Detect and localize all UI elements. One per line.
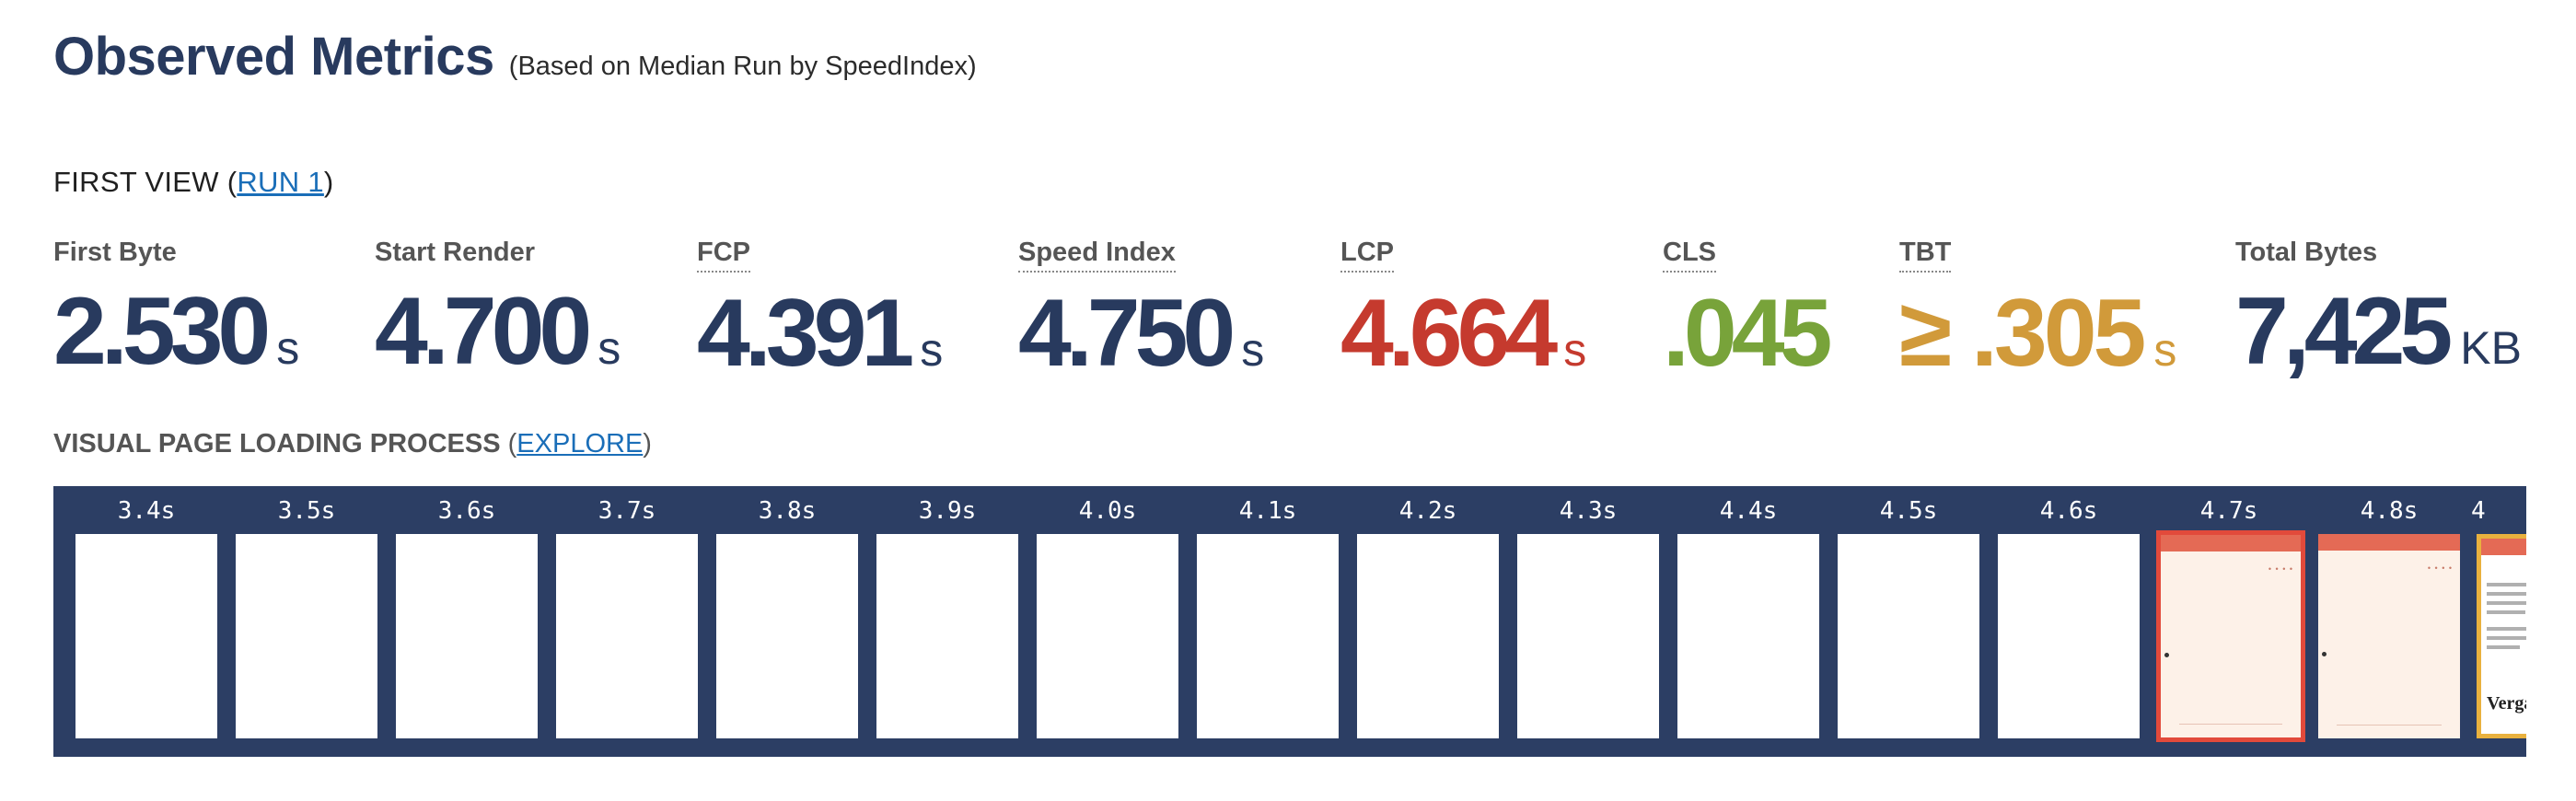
visual-progress-open: (	[507, 429, 517, 459]
filmstrip-frame[interactable]	[236, 534, 377, 738]
frame-time: 4.1s	[1238, 497, 1297, 525]
first-view-heading: FIRST VIEW (RUN 1)	[53, 166, 334, 199]
filmstrip-frame[interactable]	[1998, 534, 2140, 738]
visual-progress-close: )	[643, 429, 652, 459]
filmstrip-frame[interactable]	[876, 534, 1018, 738]
visual-progress-label: VISUAL PAGE LOADING PROCESS	[53, 429, 501, 459]
metric-tbt: TBT ≥ .305 s	[1899, 238, 2176, 381]
metric-unit: s	[2153, 324, 2177, 376]
filmstrip-frame[interactable]	[396, 534, 538, 738]
frame-time: 3.7s	[598, 497, 656, 525]
metric-total-bytes: Total Bytes 7,425 KB	[2235, 238, 2522, 379]
filmstrip-frame[interactable]	[1838, 534, 1979, 738]
metric-start-render: Start Render 4.700 s	[375, 238, 621, 379]
metric-fcp: FCP 4.391 s	[697, 238, 943, 381]
metric-label: First Byte	[53, 238, 177, 267]
metric-unit: s	[276, 322, 300, 374]
metric-value: 2.530	[53, 278, 271, 385]
page-subtitle: (Based on Median Run by SpeedIndex)	[508, 52, 977, 81]
metric-value: 4.664	[1340, 280, 1558, 387]
metric-unit: s	[1563, 324, 1587, 376]
frame-time: 4.0s	[1078, 497, 1137, 525]
metric-first-byte: First Byte 2.530 s	[53, 238, 299, 379]
explore-link[interactable]: EXPLORE	[516, 429, 644, 459]
metric-value: 4.391	[697, 280, 914, 387]
filmstrip[interactable]: 3.4s 3.5s 3.6s 3.7s 3.8s 3.9s 4.0s 4.1s …	[53, 486, 2526, 757]
filmstrip-frame[interactable]	[716, 534, 858, 738]
filmstrip-frame[interactable]	[556, 534, 698, 738]
frame-footer	[2337, 725, 2442, 733]
frame-nav-thumbnail: • • • •	[2427, 563, 2453, 573]
metric-label[interactable]: Speed Index	[1018, 238, 1176, 273]
run-1-link[interactable]: RUN 1	[237, 166, 324, 198]
filmstrip-frame[interactable]	[1037, 534, 1178, 738]
metric-value: .045	[1663, 280, 1832, 387]
frame-time: 3.6s	[437, 497, 496, 525]
frame-time: 4.6s	[2039, 497, 2098, 525]
filmstrip-frame[interactable]	[1357, 534, 1499, 738]
metric-value: 4.750	[1018, 280, 1236, 387]
filmstrip-frame-partial[interactable]: Verga	[2477, 534, 2526, 738]
frame-time: 3.4s	[117, 497, 176, 525]
frame-footer	[2179, 724, 2282, 732]
frame-heading-text: Verga	[2487, 693, 2526, 714]
filmstrip-frame-highlighted[interactable]: • • • •	[2156, 530, 2305, 742]
metric-value: ≥ .305	[1899, 280, 2146, 387]
filmstrip-frame[interactable]	[1677, 534, 1819, 738]
frame-header-bar	[2161, 535, 2301, 551]
metric-speed-index: Speed Index 4.750 s	[1018, 238, 1264, 381]
filmstrip-frame[interactable]	[1197, 534, 1339, 738]
filmstrip-frame[interactable]: • • • •	[2318, 534, 2460, 738]
frame-header-bar	[2481, 539, 2526, 555]
filmstrip-frame[interactable]	[75, 534, 217, 738]
first-view-close: )	[323, 166, 334, 198]
frame-time: 4.4s	[1719, 497, 1778, 525]
metric-label[interactable]: LCP	[1340, 238, 1394, 273]
metric-label[interactable]: CLS	[1663, 238, 1716, 273]
title-row: Observed Metrics (Based on Median Run by…	[53, 26, 977, 87]
metric-lcp: LCP 4.664 s	[1340, 238, 1586, 381]
metric-unit: KB	[2460, 322, 2522, 374]
frame-dot	[2164, 653, 2169, 657]
filmstrip-frame[interactable]	[1517, 534, 1659, 738]
metric-cls: CLS .045	[1663, 238, 1832, 387]
frame-nav-thumbnail: • • • •	[2268, 564, 2293, 574]
metric-label[interactable]: FCP	[697, 238, 750, 273]
frame-time: 4	[2471, 497, 2486, 525]
metric-label: Start Render	[375, 238, 536, 267]
frame-time: 4.3s	[1559, 497, 1618, 525]
frame-dot	[2322, 652, 2327, 656]
frame-time: 4.8s	[2360, 497, 2419, 525]
metric-value: 7,425	[2235, 278, 2453, 385]
frame-time: 3.5s	[277, 497, 336, 525]
frame-header-bar	[2318, 534, 2460, 551]
frame-time: 3.8s	[758, 497, 817, 525]
frame-time: 4.5s	[1879, 497, 1938, 525]
frame-text-lines	[2487, 583, 2526, 655]
frame-time: 4.2s	[1398, 497, 1457, 525]
metric-label: Total Bytes	[2235, 238, 2378, 267]
first-view-label: FIRST VIEW (	[53, 166, 238, 198]
metric-unit: s	[920, 324, 944, 376]
frame-time: 3.9s	[918, 497, 977, 525]
frame-time: 4.7s	[2199, 497, 2258, 525]
visual-progress-heading: VISUAL PAGE LOADING PROCESS (EXPLORE)	[53, 429, 652, 459]
metric-label[interactable]: TBT	[1899, 238, 1952, 273]
metric-unit: s	[598, 322, 621, 374]
page-title: Observed Metrics	[53, 27, 494, 87]
metric-value: 4.700	[375, 278, 592, 385]
metric-unit: s	[1241, 324, 1265, 376]
